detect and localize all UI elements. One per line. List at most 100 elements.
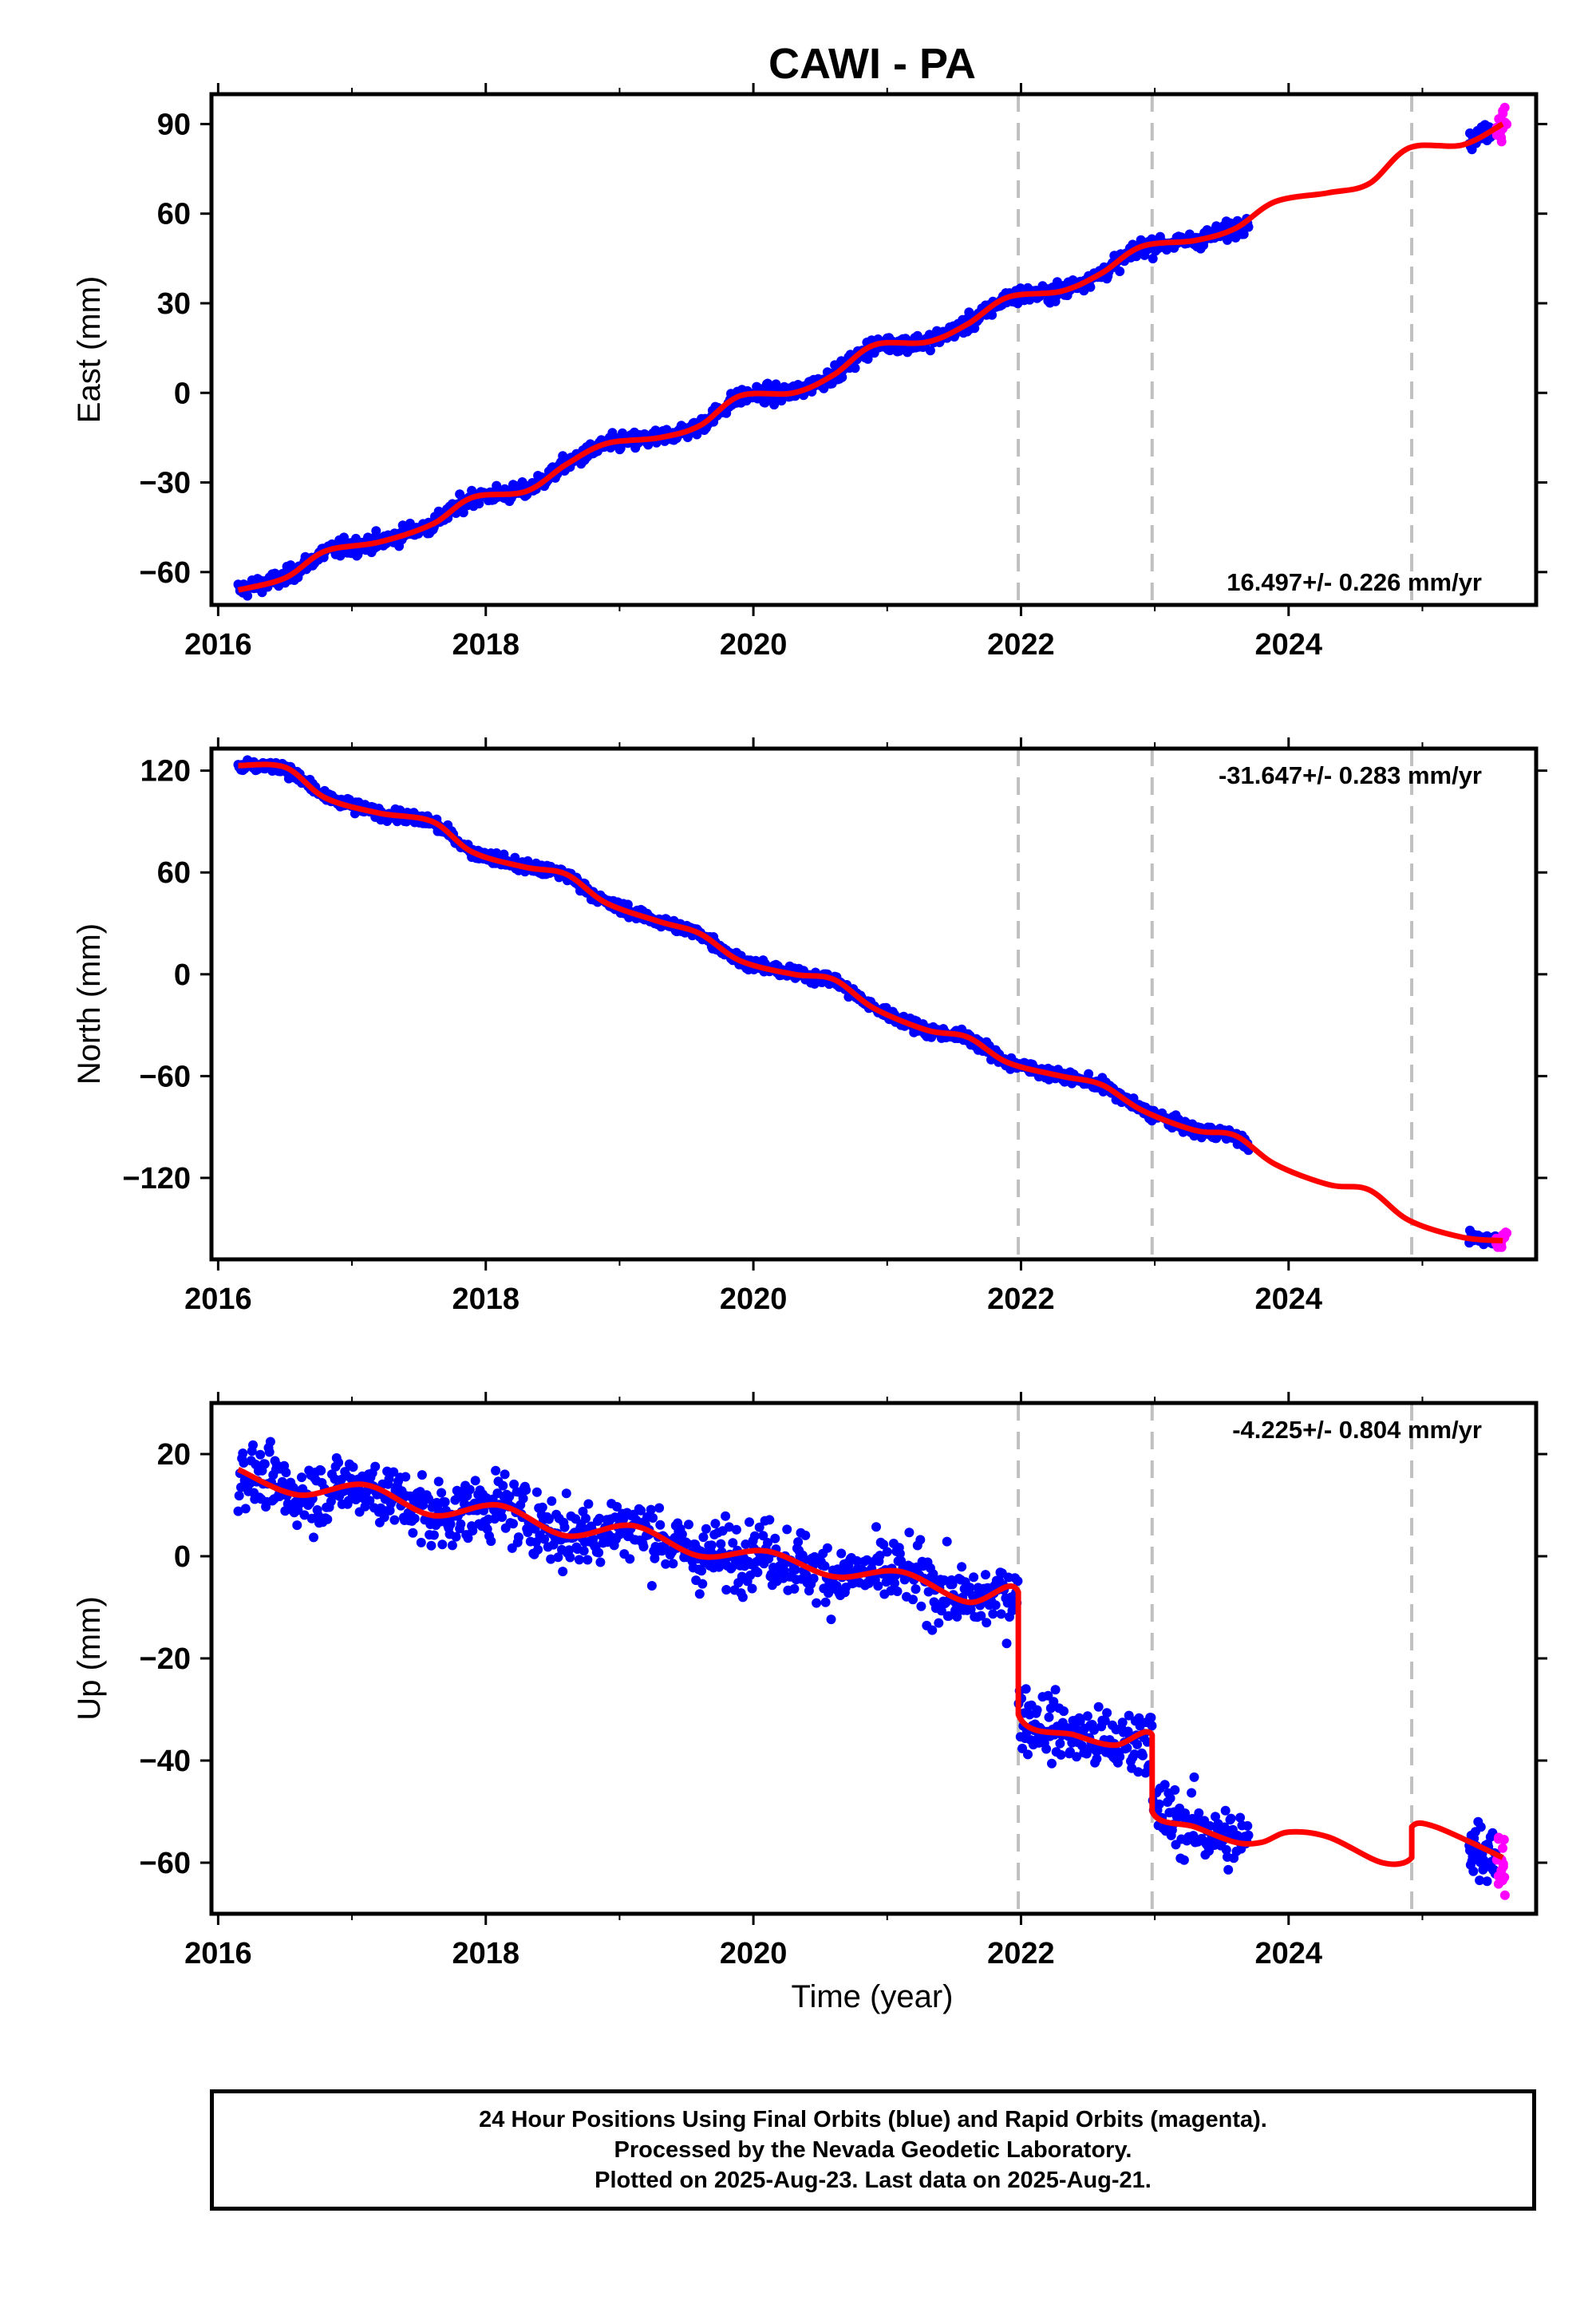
final-point [706, 1540, 717, 1551]
final-point [401, 1472, 411, 1482]
final-point [238, 1448, 248, 1458]
final-point [240, 1504, 251, 1514]
rate-label: 16.497+/- 0.226 mm/yr [1227, 568, 1482, 596]
final-point [1170, 1784, 1180, 1795]
final-point [334, 1457, 344, 1468]
x-tick-label: 2016 [184, 1282, 252, 1316]
final-point [583, 1555, 593, 1565]
final-point [595, 1557, 606, 1567]
final-point [292, 1520, 302, 1531]
y-tick-label: −60 [140, 1847, 191, 1880]
final-point [447, 1540, 457, 1551]
final-point [812, 1598, 822, 1608]
x-tick-label: 2020 [720, 1937, 788, 1970]
final-point [764, 1515, 775, 1525]
x-tick-label: 2016 [184, 628, 252, 662]
rapid-point [1493, 1871, 1503, 1881]
x-tick-label: 2020 [720, 628, 788, 662]
final-point [1021, 1684, 1031, 1694]
final-point [697, 1579, 708, 1589]
final-point [579, 1546, 589, 1556]
final-point [952, 1611, 962, 1622]
final-point [1148, 254, 1158, 263]
final-point [389, 1467, 399, 1477]
final-point [763, 1538, 772, 1547]
final-point [764, 1554, 774, 1564]
final-point [1055, 1738, 1065, 1749]
final-point [727, 1563, 737, 1573]
plot-area [233, 94, 1512, 605]
final-point [1159, 1780, 1170, 1790]
final-point [837, 372, 847, 382]
final-point [594, 1547, 604, 1558]
final-point [1235, 1812, 1246, 1823]
footer-line-1: 24 Hour Positions Using Final Orbits (bl… [479, 2107, 1267, 2132]
final-point [418, 1500, 429, 1510]
final-point [1059, 1706, 1069, 1717]
final-point [850, 363, 860, 373]
final-point [612, 1502, 622, 1512]
plot-frame [209, 92, 1539, 607]
final-point [1032, 1705, 1042, 1715]
final-point [1115, 267, 1125, 276]
final-point [871, 1522, 881, 1532]
final-point [385, 1505, 395, 1516]
final-point [297, 1472, 306, 1483]
plot-area [233, 749, 1512, 1259]
final-point [531, 1487, 542, 1497]
final-point [1050, 1685, 1061, 1695]
rapid-point [1494, 1832, 1503, 1843]
y-tick-label: 30 [157, 287, 191, 321]
final-point [851, 1555, 862, 1566]
final-point [1132, 1739, 1143, 1749]
y-tick-label: −40 [140, 1745, 191, 1778]
final-point [275, 1492, 285, 1501]
rapid-point [1494, 114, 1504, 124]
final-point [890, 1578, 899, 1588]
final-point [518, 1493, 528, 1504]
final-point [491, 1465, 501, 1476]
final-point [1085, 282, 1096, 292]
final-point [468, 1526, 478, 1535]
final-point [721, 1585, 732, 1595]
final-point [724, 1522, 734, 1532]
model-curve [237, 121, 1504, 593]
final-point [458, 508, 468, 518]
final-point [927, 1625, 938, 1635]
final-point [710, 1519, 721, 1529]
y-tick-label: 60 [157, 856, 191, 890]
final-point [1223, 1864, 1234, 1875]
final-point [875, 1551, 885, 1561]
final-point [500, 1469, 510, 1480]
model-curve [238, 761, 1503, 1244]
final-point [513, 1532, 523, 1543]
footer-line-3: Plotted on 2025-Aug-23. Last data on 202… [595, 2168, 1152, 2193]
final-point [677, 1529, 687, 1539]
y-tick-label: −30 [140, 467, 191, 500]
panel-north: 2016 2018 2020 2022 2024 −120 −60 0 60 120 North (… [72, 737, 1547, 1316]
y-tick-label: 60 [157, 198, 191, 231]
final-point [758, 1531, 768, 1541]
final-point [1082, 1711, 1092, 1721]
final-point [558, 1567, 568, 1577]
final-point [800, 1530, 811, 1540]
final-point [1023, 1749, 1033, 1760]
final-point [1226, 1813, 1236, 1824]
final-point [895, 1548, 905, 1559]
final-point [408, 1528, 418, 1538]
x-tick-label: 2016 [184, 1937, 252, 1970]
final-point [769, 400, 780, 410]
final-point [747, 1583, 757, 1594]
final-point [701, 1524, 711, 1534]
final-point [731, 1524, 741, 1535]
final-point [259, 1459, 270, 1469]
final-point [820, 1561, 830, 1571]
final-point [456, 1519, 466, 1529]
final-point [996, 1609, 1006, 1619]
y-tick-label: 0 [174, 958, 191, 992]
final-point [1065, 1747, 1075, 1757]
final-orbit-points [233, 1437, 1501, 1887]
final-point [987, 310, 998, 320]
final-point [248, 1440, 258, 1450]
